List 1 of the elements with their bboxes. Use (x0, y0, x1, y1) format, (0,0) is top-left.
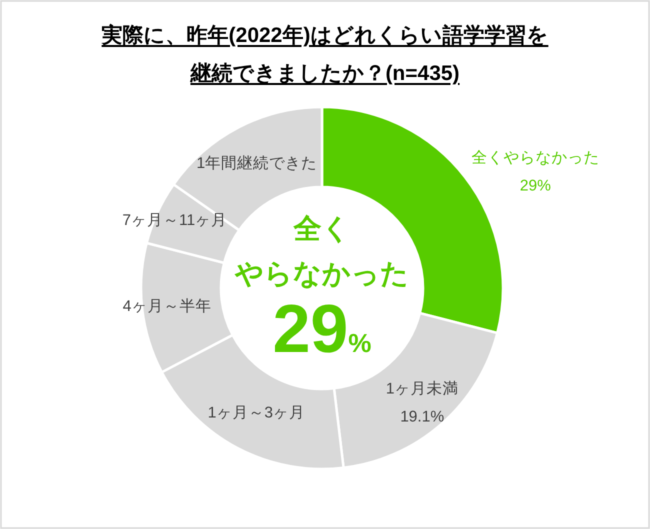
title: 実際に、昨年(2022年)はどれくらい語学学習を継続できましたか？(n=435) (100, 22, 550, 87)
